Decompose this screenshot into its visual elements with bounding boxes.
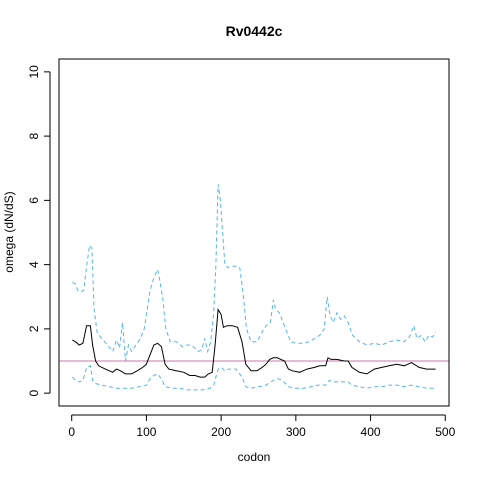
series-line-2: [72, 365, 436, 391]
y-tick-label-1: 2: [27, 325, 41, 332]
series-line-1: [72, 184, 437, 362]
y-axis-label: omega (dN/dS): [2, 191, 16, 272]
x-axis: 0 100 200 300 400 500: [68, 414, 456, 439]
y-tick-label-0: 0: [27, 389, 41, 396]
plot-layer: [59, 184, 449, 391]
x-tick-label-0: 0: [68, 425, 75, 439]
y-tick-label-5: 10: [27, 65, 41, 79]
chart-title: Rv0442c: [226, 23, 283, 39]
y-tick-label-2: 4: [27, 261, 41, 268]
x-tick-label-5: 500: [435, 425, 455, 439]
plot-frame: [58, 58, 450, 407]
x-tick-label-1: 100: [136, 425, 156, 439]
y-axis: 0 2 4 6 8 10: [27, 65, 51, 396]
y-tick-label-4: 8: [27, 132, 41, 139]
x-tick-label-2: 200: [211, 425, 231, 439]
y-tick-label-3: 6: [27, 197, 41, 204]
x-axis-label: codon: [238, 450, 271, 464]
series-line-0: [72, 308, 436, 378]
x-tick-label-3: 300: [286, 425, 306, 439]
x-tick-label-4: 400: [361, 425, 381, 439]
